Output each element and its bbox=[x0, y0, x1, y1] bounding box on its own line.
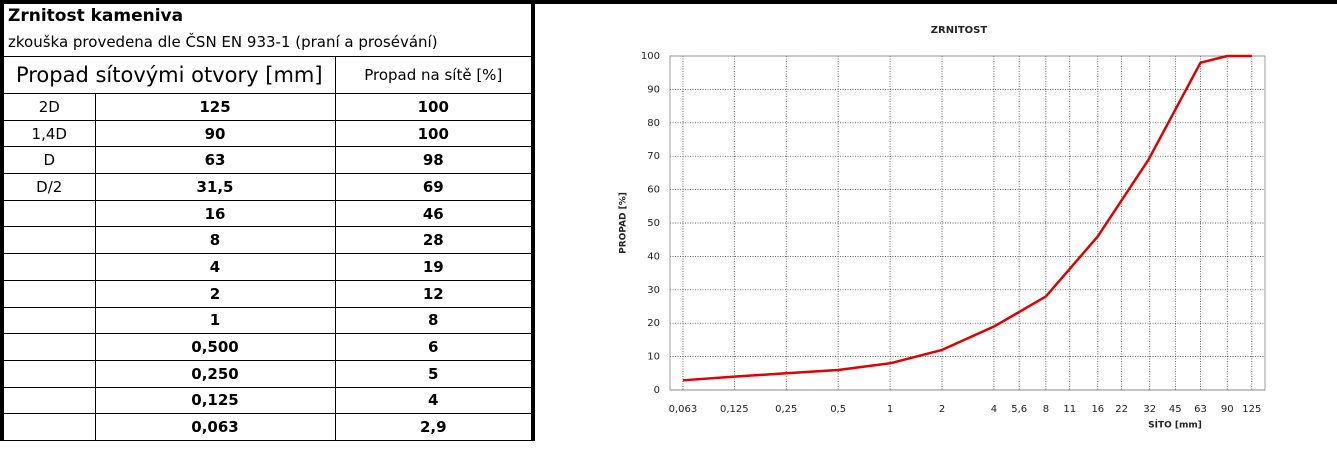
table-cell bbox=[1, 333, 96, 361]
table-cell: 4 bbox=[334, 386, 534, 415]
table-cell: 0,500 bbox=[94, 333, 336, 361]
y-tick-label: 90 bbox=[647, 84, 660, 95]
grading-table: Zrnitost kameniva zkouška provedena dle … bbox=[0, 0, 535, 441]
y-tick-label: 20 bbox=[647, 318, 660, 329]
table-cell bbox=[1, 386, 96, 415]
table-cell: 28 bbox=[334, 226, 534, 255]
table-row: 8 28 bbox=[1, 226, 534, 255]
table-cell: 6 bbox=[334, 333, 534, 361]
chart-title: ZRNITOST bbox=[931, 25, 988, 36]
table-cell: 125 bbox=[94, 93, 336, 121]
x-tick-label: 4 bbox=[991, 404, 997, 415]
x-tick-label: 45 bbox=[1169, 404, 1182, 415]
y-tick-label: 40 bbox=[647, 251, 660, 262]
y-axis-label: PROPAD [%] bbox=[619, 192, 629, 254]
table-cell: 2 bbox=[94, 279, 336, 308]
table-cell bbox=[1, 199, 96, 228]
x-tick-label: 2 bbox=[939, 404, 945, 415]
table-cell bbox=[1, 306, 96, 335]
top-border bbox=[535, 0, 1337, 4]
table-cell: 0,063 bbox=[94, 413, 336, 441]
table-cell: 16 bbox=[94, 199, 336, 228]
table-cell: 1,4D bbox=[1, 119, 96, 148]
table-cell: 46 bbox=[334, 199, 534, 228]
column-header: Propad sítovými otvory [mm] bbox=[1, 56, 336, 94]
table-cell: 69 bbox=[334, 173, 534, 201]
x-tick-label: 0,125 bbox=[720, 404, 749, 415]
x-tick-label: 90 bbox=[1221, 404, 1234, 415]
table-cell: 0,250 bbox=[94, 359, 336, 388]
table-row: 1,4D 90 100 bbox=[1, 119, 534, 148]
y-tick-label: 50 bbox=[647, 218, 660, 229]
x-tick-label: 0,25 bbox=[775, 404, 797, 415]
y-tick-label: 80 bbox=[647, 118, 660, 129]
table-row: 2D 125 100 bbox=[1, 93, 534, 121]
table-cell bbox=[1, 279, 96, 308]
table-cell: D bbox=[1, 146, 96, 175]
table-row: 0,063 2,9 bbox=[1, 413, 534, 441]
table-cell: 0,125 bbox=[94, 386, 336, 415]
table-cell: 90 bbox=[94, 119, 336, 148]
table-row: 4 19 bbox=[1, 253, 534, 281]
table-row: 0,500 6 bbox=[1, 333, 534, 361]
table-cell: 100 bbox=[334, 93, 534, 121]
table-row: 2 12 bbox=[1, 279, 534, 308]
x-tick-label: 8 bbox=[1043, 404, 1049, 415]
y-tick-label: 60 bbox=[647, 185, 660, 196]
y-tick-label: 0 bbox=[654, 385, 660, 396]
table-row: 16 46 bbox=[1, 199, 534, 228]
x-tick-label: 22 bbox=[1115, 404, 1128, 415]
table-cell bbox=[1, 359, 96, 388]
table-row: D 63 98 bbox=[1, 146, 534, 175]
table-cell: 12 bbox=[334, 279, 534, 308]
x-tick-label: 5,6 bbox=[1011, 404, 1027, 415]
x-tick-label: 0,5 bbox=[830, 404, 846, 415]
x-tick-label: 0,063 bbox=[669, 404, 698, 415]
table-cell: 2,9 bbox=[334, 413, 534, 441]
y-tick-label: 30 bbox=[647, 285, 660, 296]
table-cell: 100 bbox=[334, 119, 534, 148]
table-row: D/2 31,5 69 bbox=[1, 173, 534, 201]
table-cell: 8 bbox=[334, 306, 534, 335]
chart: ZRNITOST SÍTO [mm] PROPAD [%] 0 10 20 30 40 5… bbox=[619, 25, 1266, 431]
x-axis-label: SÍTO [mm] bbox=[1148, 419, 1202, 431]
table-cell: 19 bbox=[334, 253, 534, 281]
x-tick-label: 32 bbox=[1143, 404, 1156, 415]
table-row: 0,125 4 bbox=[1, 386, 534, 415]
data-line bbox=[682, 54, 1252, 382]
y-tick-label: 10 bbox=[647, 352, 660, 363]
column-header: Propad na sítě [%] bbox=[334, 56, 534, 94]
table-cell: D/2 bbox=[1, 173, 96, 201]
table-row: 0,250 5 bbox=[1, 359, 534, 388]
x-tick-label: 16 bbox=[1091, 404, 1104, 415]
table-cell: 98 bbox=[334, 146, 534, 175]
x-tick-label: 11 bbox=[1063, 404, 1076, 415]
x-tick-label: 125 bbox=[1242, 404, 1261, 415]
table-title: Zrnitost kameniva bbox=[8, 6, 184, 26]
table-cell: 5 bbox=[334, 359, 534, 388]
x-tick-label: 1 bbox=[887, 404, 893, 415]
table-subtitle: zkouška provedena dle ČSN EN 933-1 (pran… bbox=[2, 28, 533, 57]
y-tick-label: 100 bbox=[641, 51, 660, 62]
x-tick-label: 63 bbox=[1194, 404, 1207, 415]
table-cell: 31,5 bbox=[94, 173, 336, 201]
table-cell: 8 bbox=[94, 226, 336, 255]
y-tick-label: 70 bbox=[647, 151, 660, 162]
table-cell: 63 bbox=[94, 146, 336, 175]
table-cell bbox=[1, 253, 96, 281]
table-cell bbox=[1, 226, 96, 255]
table-cell: 2D bbox=[1, 93, 96, 121]
table-cell: 4 bbox=[94, 253, 336, 281]
table-cell bbox=[1, 413, 96, 441]
table-cell: 1 bbox=[94, 306, 336, 335]
